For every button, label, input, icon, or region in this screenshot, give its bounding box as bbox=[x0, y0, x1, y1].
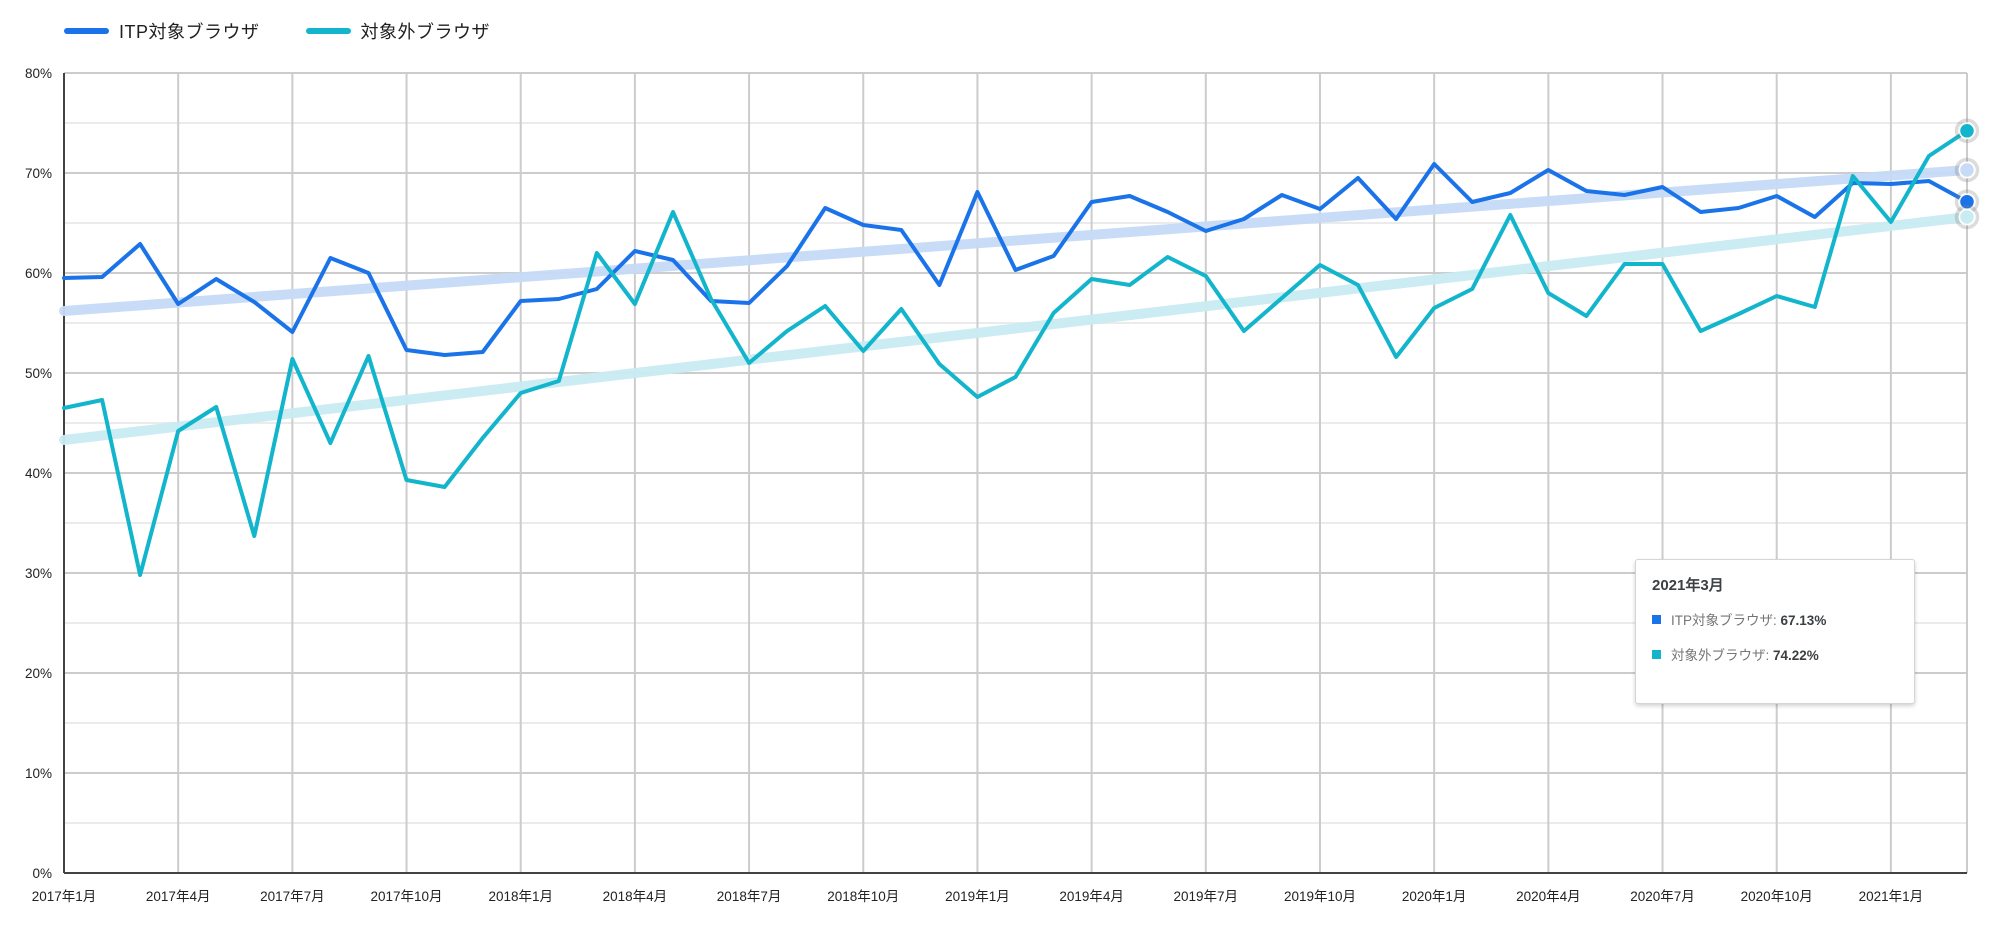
x-tick-label: 2019年4月 bbox=[1059, 889, 1124, 904]
data-point-marker[interactable] bbox=[1958, 208, 1976, 226]
x-tick-label: 2020年10月 bbox=[1741, 889, 1813, 904]
series-line[interactable] bbox=[62, 128, 1969, 577]
tooltip-title: 2021年3月 bbox=[1652, 577, 1724, 594]
legend-swatch-itp-icon bbox=[64, 28, 109, 34]
x-tick-label: 2017年7月 bbox=[260, 889, 325, 904]
x-tick-label: 2020年4月 bbox=[1516, 889, 1581, 904]
x-tick-label: 2021年1月 bbox=[1859, 889, 1924, 904]
legend-item-itp: ITP対象ブラウザ bbox=[64, 18, 260, 44]
tooltip-row-itp: ITP対象ブラウザ: 67.13% bbox=[1652, 609, 1898, 629]
legend-label-non-itp: 対象外ブラウザ bbox=[360, 22, 491, 42]
x-tick-label: 2017年1月 bbox=[32, 889, 97, 904]
x-tick-label: 2017年10月 bbox=[371, 889, 443, 904]
y-tick-label: 30% bbox=[25, 566, 52, 581]
y-tick-label: 40% bbox=[25, 466, 52, 481]
legend-item-non-itp: 対象外ブラウザ bbox=[305, 18, 491, 44]
data-point-marker[interactable] bbox=[1958, 161, 1976, 179]
x-tick-label: 2018年10月 bbox=[827, 889, 899, 904]
x-tick-label: 2018年4月 bbox=[603, 889, 668, 904]
x-tick-label: 2020年1月 bbox=[1402, 889, 1467, 904]
marker-halo bbox=[1954, 204, 1980, 230]
trendline bbox=[59, 165, 1972, 316]
x-tick-label: 2020年7月 bbox=[1630, 889, 1695, 904]
tooltip-swatch-itp-icon bbox=[1652, 614, 1661, 624]
tooltip-row-non-itp: 対象外ブラウザ: 74.22% bbox=[1652, 644, 1898, 664]
y-tick-label: 70% bbox=[25, 166, 52, 181]
y-tick-label: 80% bbox=[25, 66, 52, 81]
trendline bbox=[59, 212, 1972, 445]
x-tick-label: 2019年1月 bbox=[945, 889, 1010, 904]
chart-tooltip: 2021年3月 ITP対象ブラウザ: 67.13% 対象外ブラウザ: 74.22… bbox=[1635, 559, 1915, 704]
y-tick-label: 0% bbox=[32, 866, 52, 881]
y-tick-label: 50% bbox=[25, 366, 52, 381]
series-line[interactable] bbox=[62, 162, 1969, 357]
tooltip-value-non-itp: 対象外ブラウザ: 74.22% bbox=[1671, 648, 1819, 663]
chart-legend: ITP対象ブラウザ 対象外ブラウザ bbox=[64, 18, 490, 44]
y-tick-label: 10% bbox=[25, 766, 52, 781]
data-point-marker[interactable] bbox=[1958, 122, 1976, 140]
x-tick-label: 2017年4月 bbox=[146, 889, 211, 904]
marker-halo bbox=[1954, 157, 1980, 183]
x-tick-label: 2019年10月 bbox=[1284, 889, 1356, 904]
legend-label-itp: ITP対象ブラウザ bbox=[119, 22, 260, 42]
tooltip-value-itp: ITP対象ブラウザ: 67.13% bbox=[1671, 613, 1827, 628]
x-tick-label: 2018年7月 bbox=[717, 889, 782, 904]
x-tick-label: 2019年7月 bbox=[1174, 889, 1239, 904]
y-tick-label: 60% bbox=[25, 266, 52, 281]
y-tick-label: 20% bbox=[25, 666, 52, 681]
legend-swatch-non-itp-icon bbox=[305, 28, 351, 34]
tooltip-swatch-non-itp-icon bbox=[1652, 649, 1661, 659]
x-tick-label: 2018年1月 bbox=[488, 889, 553, 904]
marker-halo bbox=[1954, 118, 1980, 144]
